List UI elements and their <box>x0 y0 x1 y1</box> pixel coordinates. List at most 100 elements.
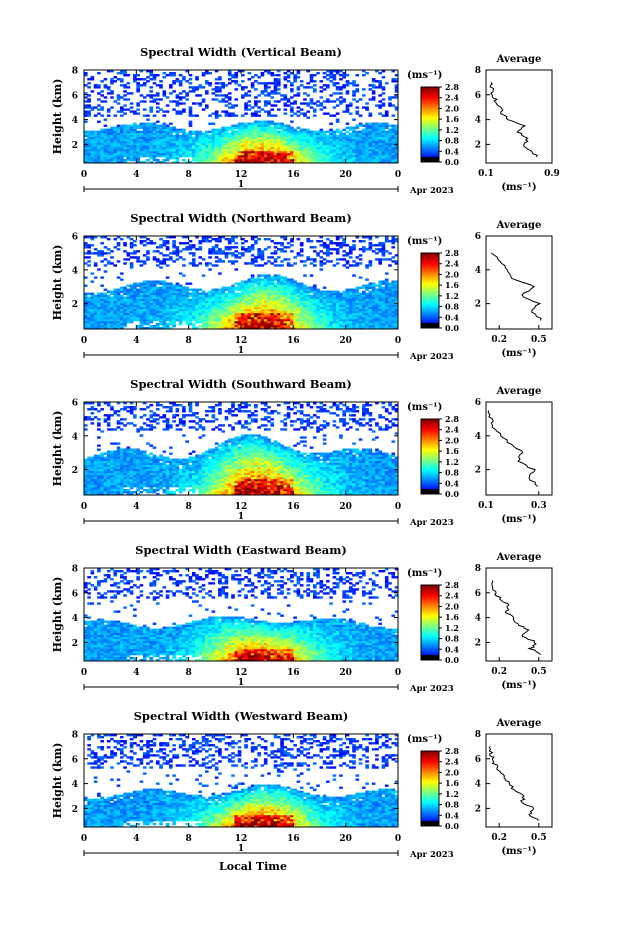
heatmap-cell <box>198 138 203 142</box>
heatmap-cell <box>322 302 327 306</box>
heatmap-cell <box>244 292 248 295</box>
heatmap-cell <box>211 150 216 154</box>
heatmap-cell <box>283 286 288 289</box>
heatmap-cell <box>378 280 382 283</box>
heatmap-cell <box>198 262 203 265</box>
heatmap-cell <box>358 160 363 164</box>
heatmap-cell <box>286 278 291 281</box>
heatmap-cell <box>149 138 154 142</box>
heatmap-cell <box>280 264 284 267</box>
heatmap-cell <box>136 316 140 320</box>
heatmap-cell <box>241 304 245 308</box>
heatmap-cell <box>139 264 144 267</box>
heatmap-cell <box>270 324 275 328</box>
heatmap-cell <box>299 308 304 312</box>
heatmap-cell <box>149 94 154 97</box>
colorbar-segment <box>421 150 439 153</box>
heatmap-cell <box>100 236 104 239</box>
heatmap-cell <box>299 152 304 156</box>
heatmap-cell <box>263 140 268 144</box>
heatmap-cell <box>162 154 167 158</box>
heatmap-cell <box>123 132 127 136</box>
heatmap-cell <box>211 308 216 312</box>
heatmap-cell <box>368 324 373 328</box>
heatmap-cell <box>394 138 399 142</box>
heatmap-cell <box>221 136 225 140</box>
heatmap-cell <box>365 314 369 318</box>
heatmap-cell <box>100 250 104 253</box>
heatmap-cell <box>355 290 360 293</box>
heatmap-cell <box>368 322 373 326</box>
heatmap-cell <box>319 142 324 146</box>
heatmap-cell <box>335 308 340 312</box>
heatmap-cell <box>352 144 356 148</box>
heatmap-cell <box>100 114 104 117</box>
heatmap-cell <box>90 140 95 144</box>
heatmap-cell <box>303 140 307 144</box>
heatmap-cell <box>378 306 382 310</box>
heatmap-cell <box>355 136 360 140</box>
heatmap-cell <box>214 128 219 131</box>
heatmap-cell <box>290 294 294 297</box>
heatmap-cell <box>214 94 219 97</box>
heatmap-cell <box>273 322 278 326</box>
colorbar-tick-label: 2.8 <box>445 82 459 92</box>
heatmap-cell <box>319 290 324 293</box>
heatmap-cell <box>103 270 108 273</box>
heatmap-cell <box>257 280 261 283</box>
heatmap-cell <box>378 292 382 295</box>
heatmap-cell <box>152 282 157 285</box>
heatmap-cell <box>93 154 98 158</box>
heatmap-cell <box>316 288 320 291</box>
heatmap-cell <box>293 112 297 115</box>
heatmap-cell <box>237 128 242 131</box>
heatmap-cell <box>133 282 137 285</box>
heatmap-cell <box>316 294 320 297</box>
heatmap-cell <box>218 250 222 253</box>
heatmap-cell <box>231 298 235 302</box>
heatmap-cell <box>352 148 356 152</box>
heatmap-cell <box>188 252 193 255</box>
heatmap-cell <box>296 252 301 255</box>
heatmap-cell <box>306 140 311 144</box>
heatmap-cell <box>142 154 147 158</box>
heatmap-cell <box>162 72 167 75</box>
heatmap-cell <box>355 160 360 164</box>
heatmap-cell <box>241 286 245 289</box>
heatmap-cell <box>149 320 154 324</box>
heatmap-cell <box>254 158 258 162</box>
heatmap-cell <box>214 246 219 249</box>
heatmap-cell <box>165 290 170 293</box>
heatmap-cell <box>267 322 271 326</box>
heatmap-cell <box>368 130 373 134</box>
heatmap-cell <box>303 156 307 160</box>
heatmap-cell <box>371 78 376 81</box>
heatmap-cell <box>358 276 363 279</box>
heatmap-cell <box>260 144 265 148</box>
heatmap-cell <box>388 134 392 138</box>
heatmap-cell <box>119 238 124 241</box>
heatmap-cell <box>260 310 265 314</box>
heatmap-cell <box>126 82 131 85</box>
heatmap-cell <box>257 248 261 251</box>
heatmap-cell <box>260 322 265 326</box>
heatmap-cell <box>254 294 258 297</box>
heatmap-cell <box>227 96 232 99</box>
heatmap-cell <box>286 144 291 148</box>
heatmap-cell <box>103 310 108 314</box>
heatmap-cell <box>247 278 252 281</box>
heatmap-cell <box>299 324 304 328</box>
heatmap-cell <box>358 134 363 138</box>
heatmap-cell <box>312 318 317 322</box>
heatmap-cell <box>90 296 95 300</box>
heatmap-cell <box>388 158 392 162</box>
heatmap-cell <box>218 156 222 160</box>
heatmap-cell <box>286 132 291 136</box>
heatmap-cell <box>208 262 212 265</box>
heatmap-cell <box>306 94 311 97</box>
heatmap-cell <box>97 92 101 95</box>
heatmap-cell <box>247 292 252 295</box>
heatmap-cell <box>133 150 137 154</box>
heatmap-cell <box>113 318 118 322</box>
heatmap-cell <box>345 308 350 312</box>
